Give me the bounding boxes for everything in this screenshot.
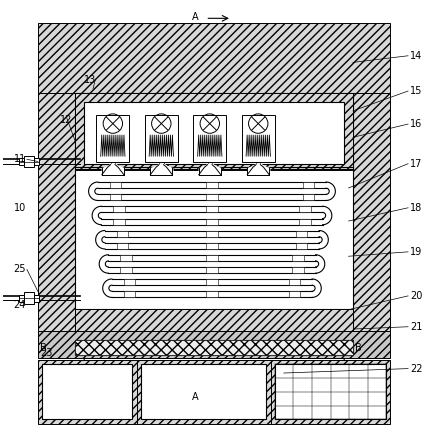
Bar — [303, 182, 314, 188]
Bar — [110, 194, 121, 201]
Text: A: A — [192, 392, 199, 402]
Bar — [353, 93, 390, 331]
Bar — [206, 206, 218, 213]
Bar — [292, 267, 304, 273]
Bar — [75, 340, 353, 355]
Bar — [124, 279, 135, 285]
Text: B: B — [355, 343, 362, 353]
Bar — [206, 267, 218, 273]
Text: 17: 17 — [410, 159, 423, 169]
Bar — [206, 182, 218, 188]
Bar — [34, 158, 39, 165]
Bar — [24, 292, 34, 304]
Text: 23: 23 — [40, 348, 53, 358]
Bar — [206, 218, 218, 225]
Bar — [206, 194, 218, 201]
Text: 20: 20 — [410, 291, 423, 301]
Bar — [117, 243, 128, 249]
Bar — [299, 218, 311, 225]
Bar — [75, 93, 353, 170]
Bar — [124, 291, 135, 297]
Bar — [145, 115, 178, 161]
Bar — [206, 243, 218, 249]
Bar — [84, 102, 344, 164]
Text: 21: 21 — [410, 322, 423, 332]
Bar — [110, 182, 121, 188]
Text: 15: 15 — [410, 86, 423, 96]
Bar — [292, 255, 304, 261]
Bar — [42, 364, 132, 419]
Text: 16: 16 — [410, 119, 422, 129]
Bar — [120, 255, 132, 261]
Bar — [96, 115, 129, 161]
Text: 18: 18 — [410, 203, 422, 213]
Bar — [120, 267, 132, 273]
Bar — [136, 360, 271, 424]
Bar — [113, 206, 125, 213]
Bar — [296, 231, 307, 236]
Bar — [38, 331, 390, 358]
Text: 24: 24 — [14, 300, 26, 310]
Bar — [299, 206, 311, 213]
Bar — [38, 23, 390, 93]
Text: 12: 12 — [60, 114, 72, 125]
Bar — [303, 194, 314, 201]
Bar — [193, 115, 226, 161]
Bar — [206, 255, 218, 261]
Text: 13: 13 — [84, 75, 96, 85]
Bar — [38, 93, 75, 331]
Bar — [75, 340, 353, 355]
Bar — [141, 364, 266, 419]
Text: 25: 25 — [14, 264, 26, 274]
Bar — [24, 156, 34, 167]
Bar — [20, 294, 24, 301]
Text: 22: 22 — [410, 364, 423, 373]
Bar — [271, 360, 390, 424]
Bar — [38, 360, 136, 424]
Bar — [117, 231, 128, 236]
Bar — [113, 218, 125, 225]
Bar — [34, 294, 39, 301]
Bar — [75, 309, 353, 331]
Text: 10: 10 — [14, 203, 26, 213]
Bar — [289, 279, 300, 285]
Text: 11: 11 — [14, 154, 26, 164]
Bar — [296, 243, 307, 249]
Text: B: B — [40, 343, 47, 353]
Bar — [75, 93, 353, 309]
Text: 14: 14 — [410, 51, 422, 61]
Bar — [206, 279, 218, 285]
Bar — [206, 291, 218, 297]
Text: A: A — [192, 11, 199, 22]
Text: 19: 19 — [410, 247, 422, 257]
Bar — [20, 158, 24, 165]
Bar — [242, 115, 275, 161]
Bar — [206, 231, 218, 236]
Bar — [289, 291, 300, 297]
Bar — [275, 364, 386, 419]
